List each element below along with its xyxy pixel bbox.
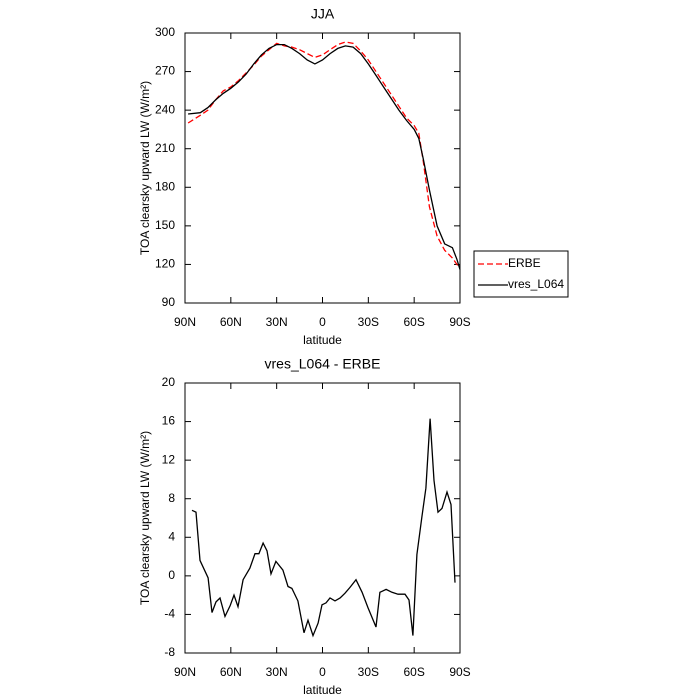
y-axis-label: TOA clearsky upward LW (W/m²) [138,81,152,255]
x-tick-label: 60S [403,315,424,329]
y-tick-label: 4 [168,529,175,543]
y-tick-label: -4 [164,607,175,621]
x-tick-label: 90S [449,315,470,329]
x-tick-label: 90N [174,315,196,329]
x-axis-label: latitude [303,683,342,697]
y-tick-label: 0 [168,568,175,582]
legend-box [473,250,569,298]
chart-title: JJA [311,6,335,22]
y-tick-label: 180 [155,179,175,193]
x-tick-label: 60N [220,665,242,679]
legend-label: ERBE [508,256,541,270]
y-tick-label: -8 [164,645,175,659]
y-tick-label: 300 [155,25,175,39]
y-tick-label: 150 [155,218,175,232]
x-tick-label: 30S [358,315,379,329]
x-tick-label: 30N [266,665,288,679]
legend-label: vres_L064 [508,277,564,291]
x-tick-label: 30S [358,665,379,679]
y-tick-label: 20 [162,375,176,389]
y-tick-label: 210 [155,141,175,155]
chart-title: vres_L064 - ERBE [265,356,381,372]
x-tick-label: 0 [319,665,326,679]
x-tick-label: 0 [319,315,326,329]
y-tick-label: 240 [155,102,175,116]
x-tick-label: 30N [266,315,288,329]
y-tick-label: 90 [162,295,176,309]
y-tick-label: 8 [168,491,175,505]
data-line [187,41,461,269]
plot-frame [184,382,461,654]
y-tick-label: 12 [162,452,176,466]
y-tick-label: 270 [155,64,175,78]
x-tick-label: 60N [220,315,242,329]
x-tick-label: 60S [403,665,424,679]
y-axis-label: TOA clearsky upward LW (W/m²) [138,431,152,605]
y-tick-label: 16 [162,414,176,428]
x-tick-label: 90N [174,665,196,679]
x-tick-label: 90S [449,665,470,679]
data-line [191,418,456,638]
plot-frame [184,32,461,304]
y-tick-label: 120 [155,257,175,271]
data-line [188,43,461,270]
x-axis-label: latitude [303,333,342,347]
